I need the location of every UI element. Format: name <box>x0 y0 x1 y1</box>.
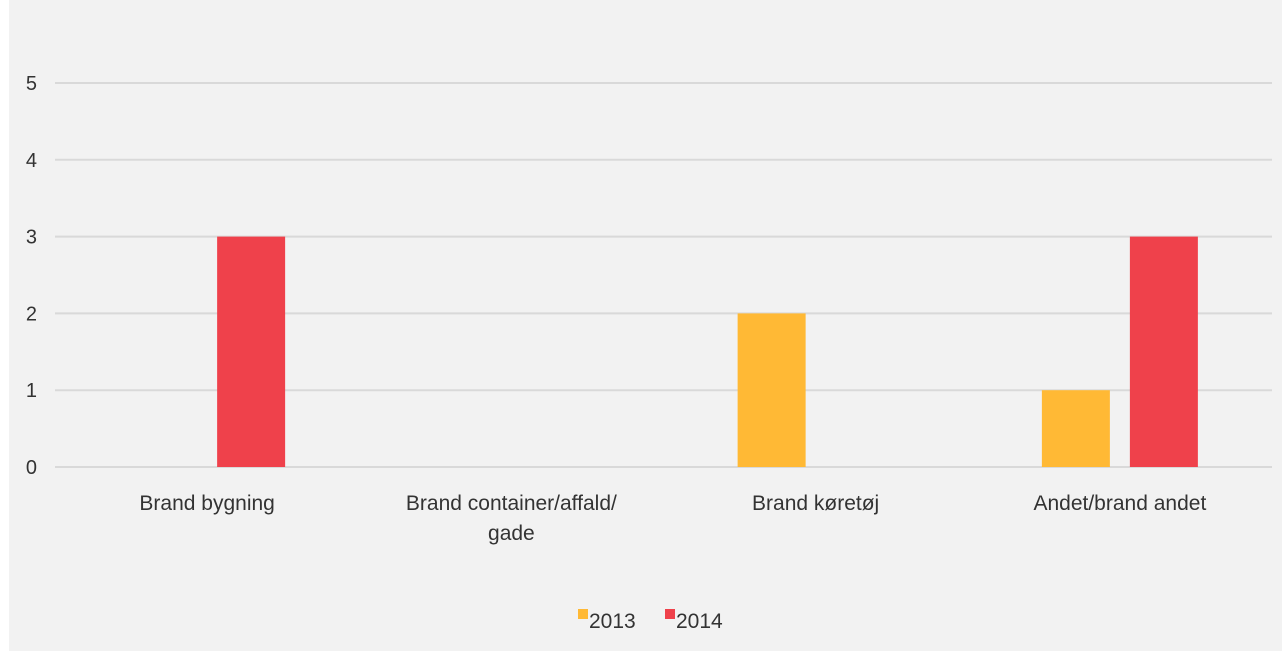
x-tick-label-line: Brand bygning <box>139 492 274 515</box>
bar-2014-0 <box>217 236 286 467</box>
legend-swatch-2014 <box>665 609 675 619</box>
x-tick-label-line: Brand køretøj <box>752 492 879 515</box>
bar-2013-2 <box>737 313 806 467</box>
x-tick-label-line: Brand container/affald/ <box>406 492 617 515</box>
x-tick-label-line: Andet/brand andet <box>1033 492 1206 515</box>
y-tick-label: 1 <box>26 380 37 402</box>
bar-2014-3 <box>1129 236 1198 467</box>
x-tick-label-line: gade <box>488 522 535 545</box>
legend-label: 2014 <box>676 610 723 633</box>
x-tick-label: Brand bygning <box>139 492 274 515</box>
x-tick-label: Andet/brand andet <box>1033 492 1206 515</box>
y-tick-label: 2 <box>26 303 37 325</box>
y-tick-label: 3 <box>26 227 37 249</box>
x-tick-label: Brand container/affald/gade <box>406 492 617 545</box>
legend-label: 2013 <box>589 610 636 633</box>
legend-swatch-2013 <box>578 609 588 619</box>
bar-2013-3 <box>1041 390 1110 467</box>
x-tick-label: Brand køretøj <box>752 492 879 515</box>
y-tick-label: 5 <box>26 73 37 95</box>
y-tick-label: 4 <box>26 150 37 172</box>
y-tick-label: 0 <box>26 457 37 479</box>
